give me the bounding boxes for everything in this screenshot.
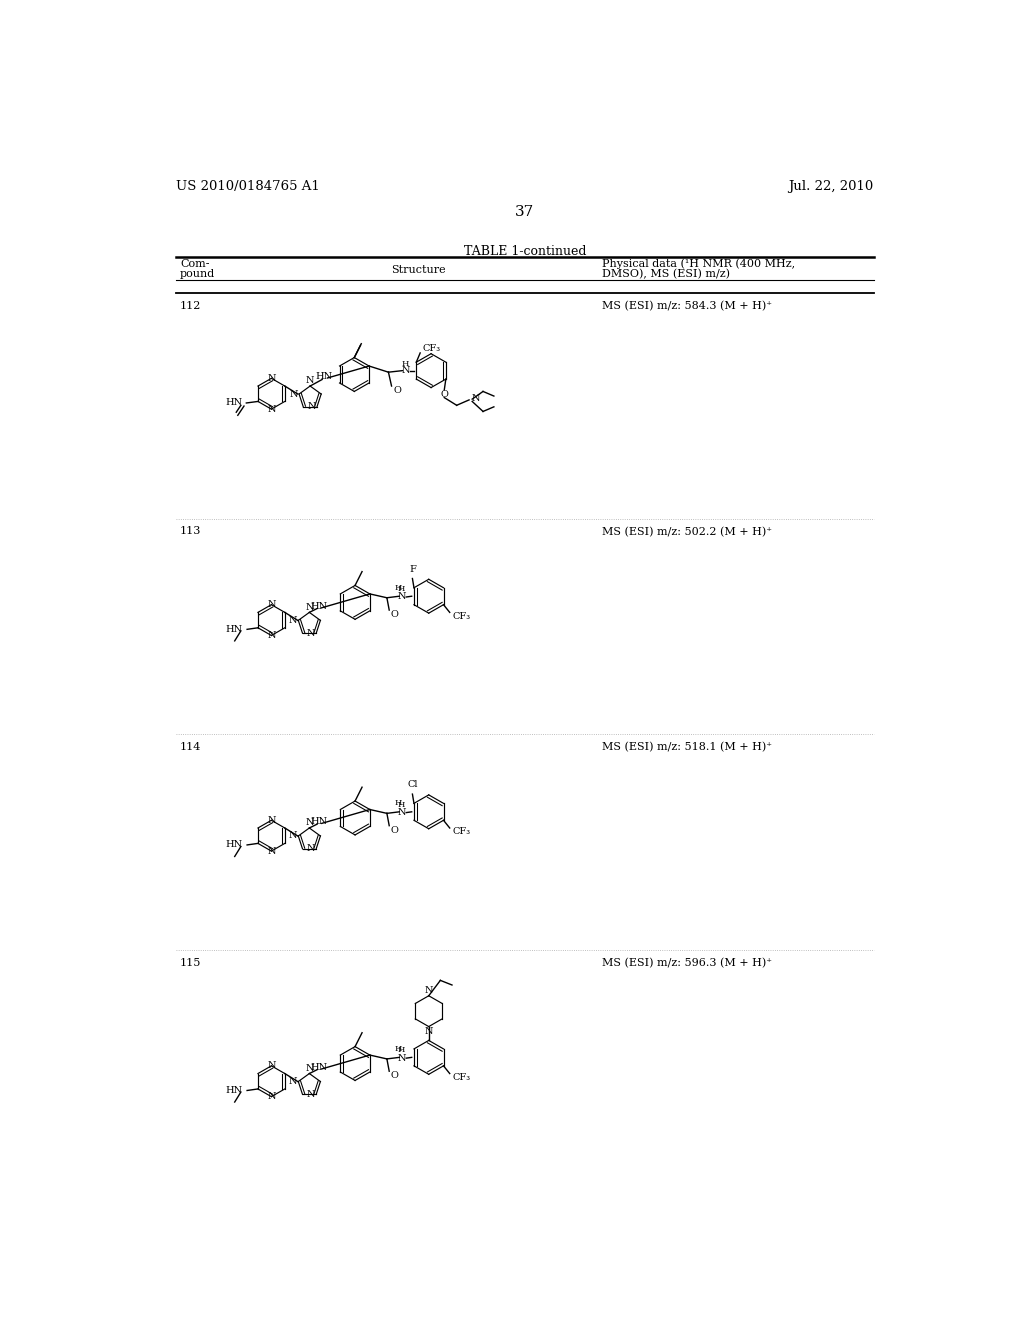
Text: HN: HN: [225, 624, 243, 634]
Text: N: N: [289, 832, 298, 841]
Text: N: N: [401, 366, 410, 375]
Text: 115: 115: [180, 958, 202, 968]
Text: US 2010/0184765 A1: US 2010/0184765 A1: [176, 180, 319, 193]
Text: Com-: Com-: [180, 259, 210, 268]
Text: N: N: [267, 601, 275, 610]
Text: 37: 37: [515, 205, 535, 219]
Text: CF₃: CF₃: [453, 611, 471, 620]
Text: N: N: [305, 818, 313, 828]
Text: HN: HN: [225, 399, 243, 408]
Text: MS (ESI) m/z: 518.1 (M + H)⁺: MS (ESI) m/z: 518.1 (M + H)⁺: [602, 742, 772, 752]
Text: MS (ESI) m/z: 596.3 (M + H)⁺: MS (ESI) m/z: 596.3 (M + H)⁺: [602, 958, 772, 968]
Text: N: N: [267, 846, 275, 855]
Text: TABLE 1-continued: TABLE 1-continued: [464, 244, 586, 257]
Text: HN: HN: [310, 817, 328, 826]
Text: N: N: [307, 845, 315, 854]
Text: H: H: [394, 583, 401, 591]
Text: N: N: [307, 1090, 315, 1100]
Text: N: N: [289, 1077, 298, 1086]
Text: N: N: [307, 628, 315, 638]
Text: F: F: [409, 565, 416, 574]
Text: HN: HN: [310, 1063, 328, 1072]
Text: HN: HN: [225, 1086, 243, 1096]
Text: N: N: [397, 1053, 406, 1063]
Text: HN: HN: [315, 372, 332, 381]
Text: CF₃: CF₃: [423, 343, 440, 352]
Text: MS (ESI) m/z: 502.2 (M + H)⁺: MS (ESI) m/z: 502.2 (M + H)⁺: [602, 527, 772, 537]
Text: N: N: [397, 808, 406, 817]
Text: N: N: [267, 1092, 275, 1101]
Text: N: N: [267, 1061, 275, 1071]
Text: H: H: [398, 1047, 406, 1055]
Text: N: N: [289, 616, 298, 624]
Text: DMSO), MS (ESI) m/z): DMSO), MS (ESI) m/z): [602, 268, 730, 279]
Text: Cl: Cl: [408, 780, 418, 789]
Text: N: N: [397, 593, 406, 602]
Text: CF₃: CF₃: [453, 1073, 471, 1082]
Text: CF₃: CF₃: [453, 828, 471, 837]
Text: Jul. 22, 2010: Jul. 22, 2010: [788, 180, 873, 193]
Text: O: O: [391, 610, 398, 619]
Text: N: N: [267, 405, 275, 413]
Text: N: N: [305, 1064, 313, 1073]
Text: H: H: [394, 1044, 401, 1053]
Text: HN: HN: [310, 602, 328, 611]
Text: N: N: [425, 1027, 433, 1036]
Text: 113: 113: [180, 527, 202, 536]
Text: HN: HN: [225, 841, 243, 850]
Text: N: N: [267, 816, 275, 825]
Text: 114: 114: [180, 742, 202, 752]
Text: H: H: [398, 801, 406, 809]
Text: Structure: Structure: [391, 264, 446, 275]
Text: O: O: [391, 826, 398, 834]
Text: H: H: [398, 585, 406, 593]
Text: N: N: [305, 603, 313, 611]
Text: H: H: [394, 799, 401, 808]
Text: H: H: [401, 359, 410, 367]
Text: Physical data (¹H NMR (400 MHz,: Physical data (¹H NMR (400 MHz,: [602, 259, 796, 269]
Text: O: O: [391, 1072, 398, 1080]
Text: pound: pound: [180, 268, 215, 279]
Text: N: N: [471, 393, 480, 403]
Text: N: N: [307, 403, 316, 412]
Text: N: N: [425, 986, 433, 995]
Text: N: N: [290, 389, 298, 399]
Text: N: N: [306, 376, 314, 385]
Text: MS (ESI) m/z: 584.3 (M + H)⁺: MS (ESI) m/z: 584.3 (M + H)⁺: [602, 301, 772, 312]
Text: N: N: [267, 374, 275, 383]
Text: N: N: [267, 631, 275, 640]
Text: O: O: [393, 387, 401, 395]
Text: O: O: [440, 389, 449, 399]
Text: 112: 112: [180, 301, 202, 310]
